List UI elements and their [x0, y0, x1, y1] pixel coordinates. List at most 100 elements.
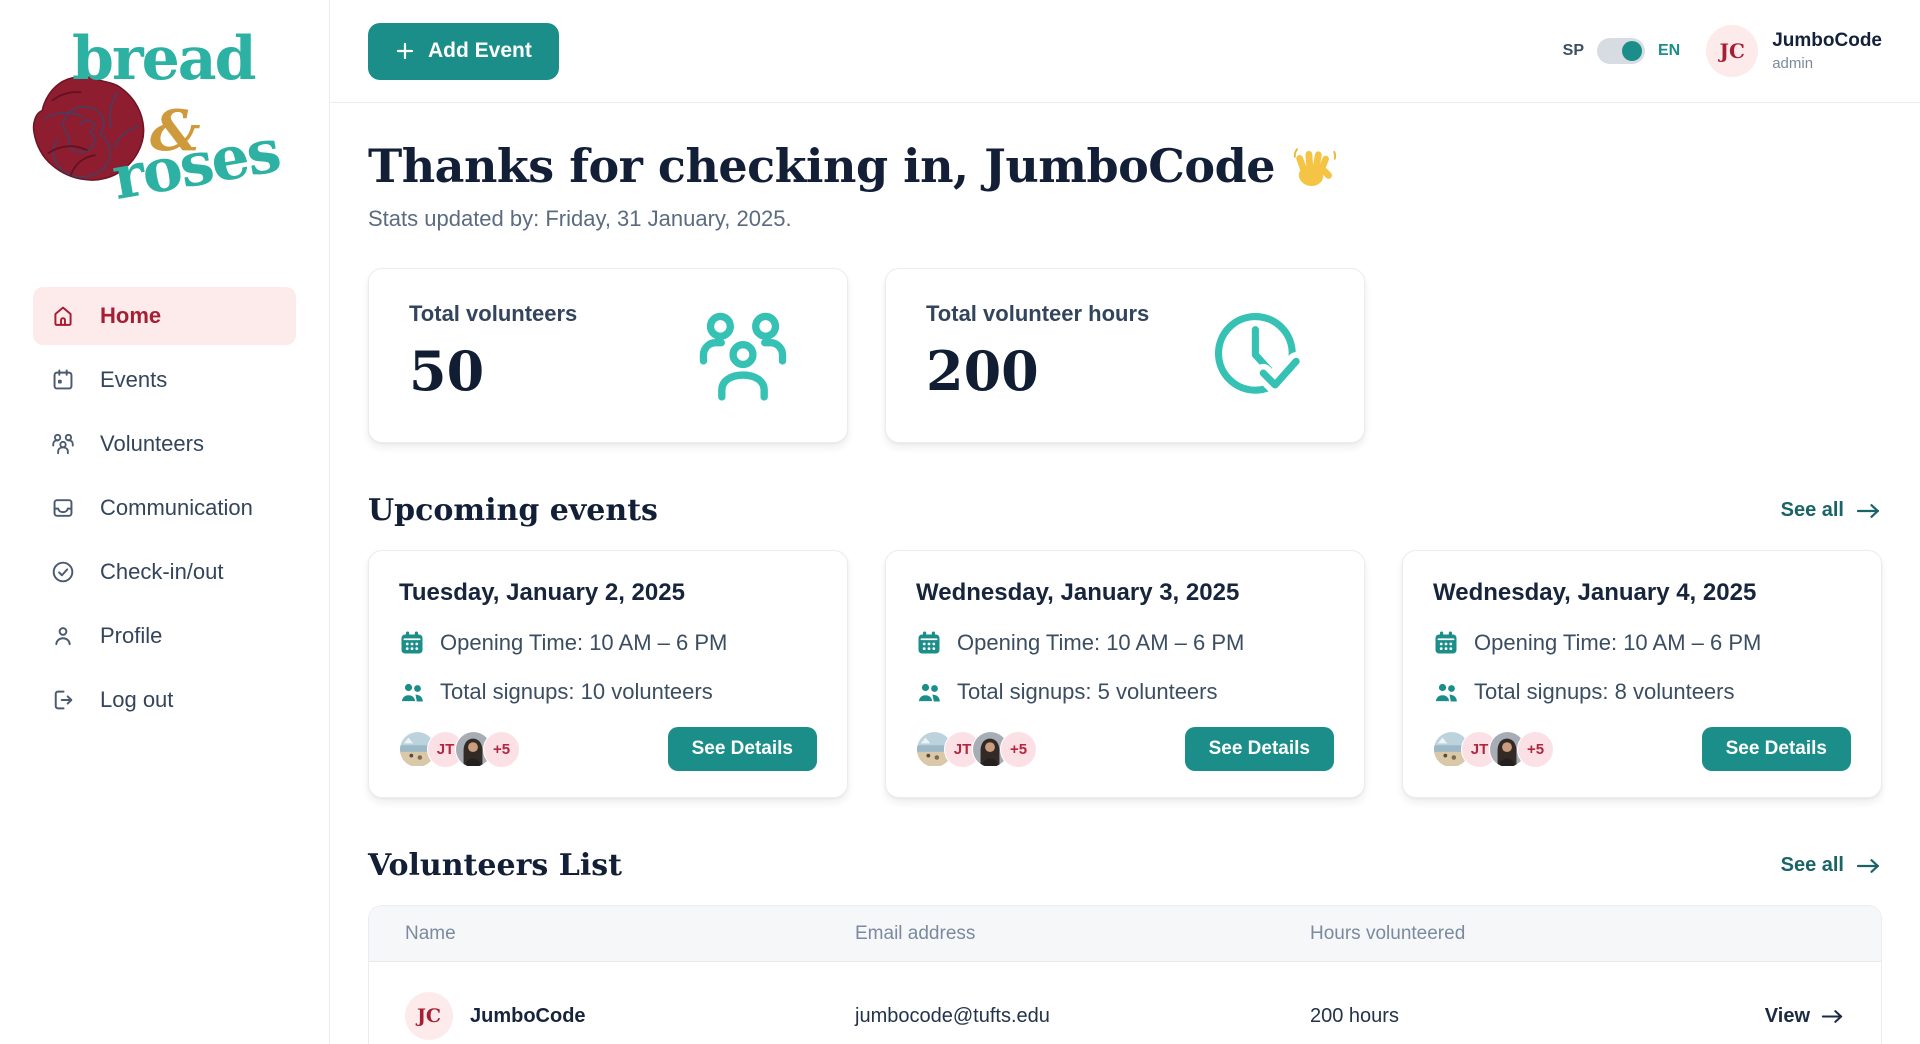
language-option-sp[interactable]: SP	[1562, 42, 1584, 59]
add-event-button[interactable]: Add Event	[368, 22, 559, 80]
check-circle-icon	[52, 561, 74, 583]
stats-updated-text: Stats updated by: Friday, 31 January, 20…	[368, 206, 792, 231]
page-title: Thanks for checking in, JumboCode	[368, 139, 1882, 193]
inbox-icon	[53, 499, 73, 517]
wave-emoji	[1293, 148, 1337, 187]
sidebar-item-check-in-out[interactable]: Check-in/out	[33, 543, 296, 601]
sidebar-item-logout[interactable]: Log out	[33, 671, 296, 729]
sidebar-item-events[interactable]: Events	[33, 351, 296, 409]
event-signups-text: Total signups: 5 volunteers	[957, 679, 1218, 704]
user-menu[interactable]: JC JumboCode admin	[1706, 25, 1882, 77]
event-opening-time: Opening Time: 10 AM – 6 PM	[916, 630, 1334, 656]
home-icon	[54, 306, 72, 326]
toggle-knob	[1621, 41, 1642, 61]
event-card: Wednesday, January 3, 2025 Opening Time:…	[885, 550, 1365, 798]
stat-value: 200	[926, 339, 1039, 403]
people-group-icon	[52, 433, 74, 455]
table-row: JC JumboCode jumbocode@tufts.edu 200 hou…	[369, 962, 1881, 1044]
event-signups: Total signups: 10 volunteers	[399, 679, 817, 705]
sidebar-nav: Home Events Volunteers Communication	[0, 287, 329, 729]
event-card: Wednesday, January 4, 2025 Opening Time:…	[1402, 550, 1882, 798]
brand-word-bread: bread	[72, 24, 257, 94]
see-details-button[interactable]: See Details	[667, 727, 817, 771]
event-opening-time-text: Opening Time: 10 AM – 6 PM	[440, 630, 728, 655]
language-switch: SP EN	[1562, 38, 1681, 64]
event-signups-text: Total signups: 10 volunteers	[440, 679, 713, 704]
see-all-volunteers-link[interactable]: See all	[1781, 854, 1882, 877]
volunteers-table: Name Email address Hours volunteered JC …	[368, 905, 1882, 1044]
language-toggle[interactable]	[1596, 38, 1645, 64]
avatar-photo-portrait	[972, 730, 1009, 768]
people-filled-icon	[1434, 682, 1457, 703]
calendar-filled-icon	[918, 631, 940, 654]
calendar-icon	[53, 369, 73, 390]
sidebar-item-volunteers[interactable]: Volunteers	[33, 415, 296, 473]
user-role: admin	[1772, 55, 1814, 72]
volunteers-list-title: Volunteers List	[368, 848, 622, 883]
brand-logo[interactable]: bread & roses	[0, 0, 329, 287]
arrow-right-icon	[1856, 858, 1880, 873]
avatar-more-count: +5	[1517, 730, 1554, 768]
avatar-photo-portrait	[455, 730, 492, 768]
people-filled-icon	[917, 682, 940, 703]
event-opening-time-text: Opening Time: 10 AM – 6 PM	[957, 630, 1245, 655]
see-all-events-link[interactable]: See all	[1781, 499, 1882, 522]
event-card: Tuesday, January 2, 2025 Opening Time: 1…	[368, 550, 848, 798]
view-volunteer-link[interactable]: View	[1765, 1005, 1845, 1028]
stat-card-total-volunteers: Total volunteers 50	[368, 268, 848, 443]
arrow-right-icon	[1856, 503, 1880, 518]
event-avatar-stack: JT +5	[1433, 730, 1554, 768]
avatar-more-count: +5	[483, 730, 520, 768]
sidebar-item-profile[interactable]: Profile	[33, 607, 296, 665]
event-date: Tuesday, January 2, 2025	[399, 579, 685, 606]
upcoming-events-header: Upcoming events See all	[368, 493, 1882, 528]
greeting-text: Thanks for checking in, JumboCode	[368, 139, 1276, 193]
column-header-email: Email address	[855, 922, 976, 944]
topbar: Add Event SP EN JC JumboCode admin	[330, 0, 1920, 103]
volunteer-hours: 200 hours	[1310, 1004, 1399, 1027]
event-date: Wednesday, January 4, 2025	[1433, 579, 1757, 606]
volunteer-name-cell: JC JumboCode	[405, 992, 855, 1040]
calendar-filled-icon	[401, 631, 423, 654]
plus-icon	[396, 42, 414, 60]
column-header-hours: Hours volunteered	[1310, 922, 1466, 944]
volunteer-avatar: JC	[405, 992, 453, 1040]
event-avatar-stack: JT +5	[399, 730, 520, 768]
sidebar-item-communication[interactable]: Communication	[33, 479, 296, 537]
clock-check-icon	[1214, 312, 1306, 394]
event-opening-time: Opening Time: 10 AM – 6 PM	[399, 630, 817, 656]
view-label: View	[1764, 1004, 1810, 1027]
volunteer-email: jumbocode@tufts.edu	[855, 1004, 1050, 1027]
see-details-button[interactable]: See Details	[1184, 727, 1334, 771]
stat-label: Total volunteer hours	[926, 301, 1150, 326]
event-date: Wednesday, January 3, 2025	[916, 579, 1240, 606]
person-icon	[55, 627, 71, 646]
stat-label: Total volunteers	[409, 301, 578, 326]
upcoming-events-title: Upcoming events	[368, 493, 658, 528]
user-avatar: JC	[1706, 25, 1759, 77]
see-all-label: See all	[1780, 499, 1844, 521]
sidebar-item-home[interactable]: Home	[33, 287, 296, 345]
sidebar-item-label: Communication	[100, 495, 253, 520]
sidebar-item-label: Volunteers	[100, 431, 204, 456]
event-opening-time-text: Opening Time: 10 AM – 6 PM	[1474, 630, 1762, 655]
event-signups: Total signups: 5 volunteers	[916, 679, 1334, 705]
sidebar-item-label: Check-in/out	[100, 559, 224, 584]
sidebar-item-label: Log out	[100, 687, 174, 712]
language-option-en[interactable]: EN	[1657, 42, 1681, 59]
event-avatar-stack: JT +5	[916, 730, 1037, 768]
see-all-label: See all	[1780, 854, 1844, 876]
avatar-photo-portrait	[1489, 730, 1526, 768]
user-name: JumboCode	[1772, 30, 1882, 51]
event-signups: Total signups: 8 volunteers	[1433, 679, 1851, 705]
people-filled-icon	[400, 682, 423, 703]
stat-value: 50	[409, 339, 485, 403]
event-opening-time: Opening Time: 10 AM – 6 PM	[1433, 630, 1851, 656]
see-details-button[interactable]: See Details	[1701, 727, 1851, 771]
avatar-more-count: +5	[1000, 730, 1037, 768]
event-cards-row: Tuesday, January 2, 2025 Opening Time: 1…	[368, 550, 1882, 798]
sidebar-item-label: Events	[100, 367, 168, 392]
stat-cards-row: Total volunteers 50 Total volunteer hour…	[368, 268, 1882, 443]
sidebar: bread & roses Home Events Volunteers	[0, 0, 330, 1044]
main-content: Thanks for checking in, JumboCode Stats …	[330, 103, 1920, 1044]
